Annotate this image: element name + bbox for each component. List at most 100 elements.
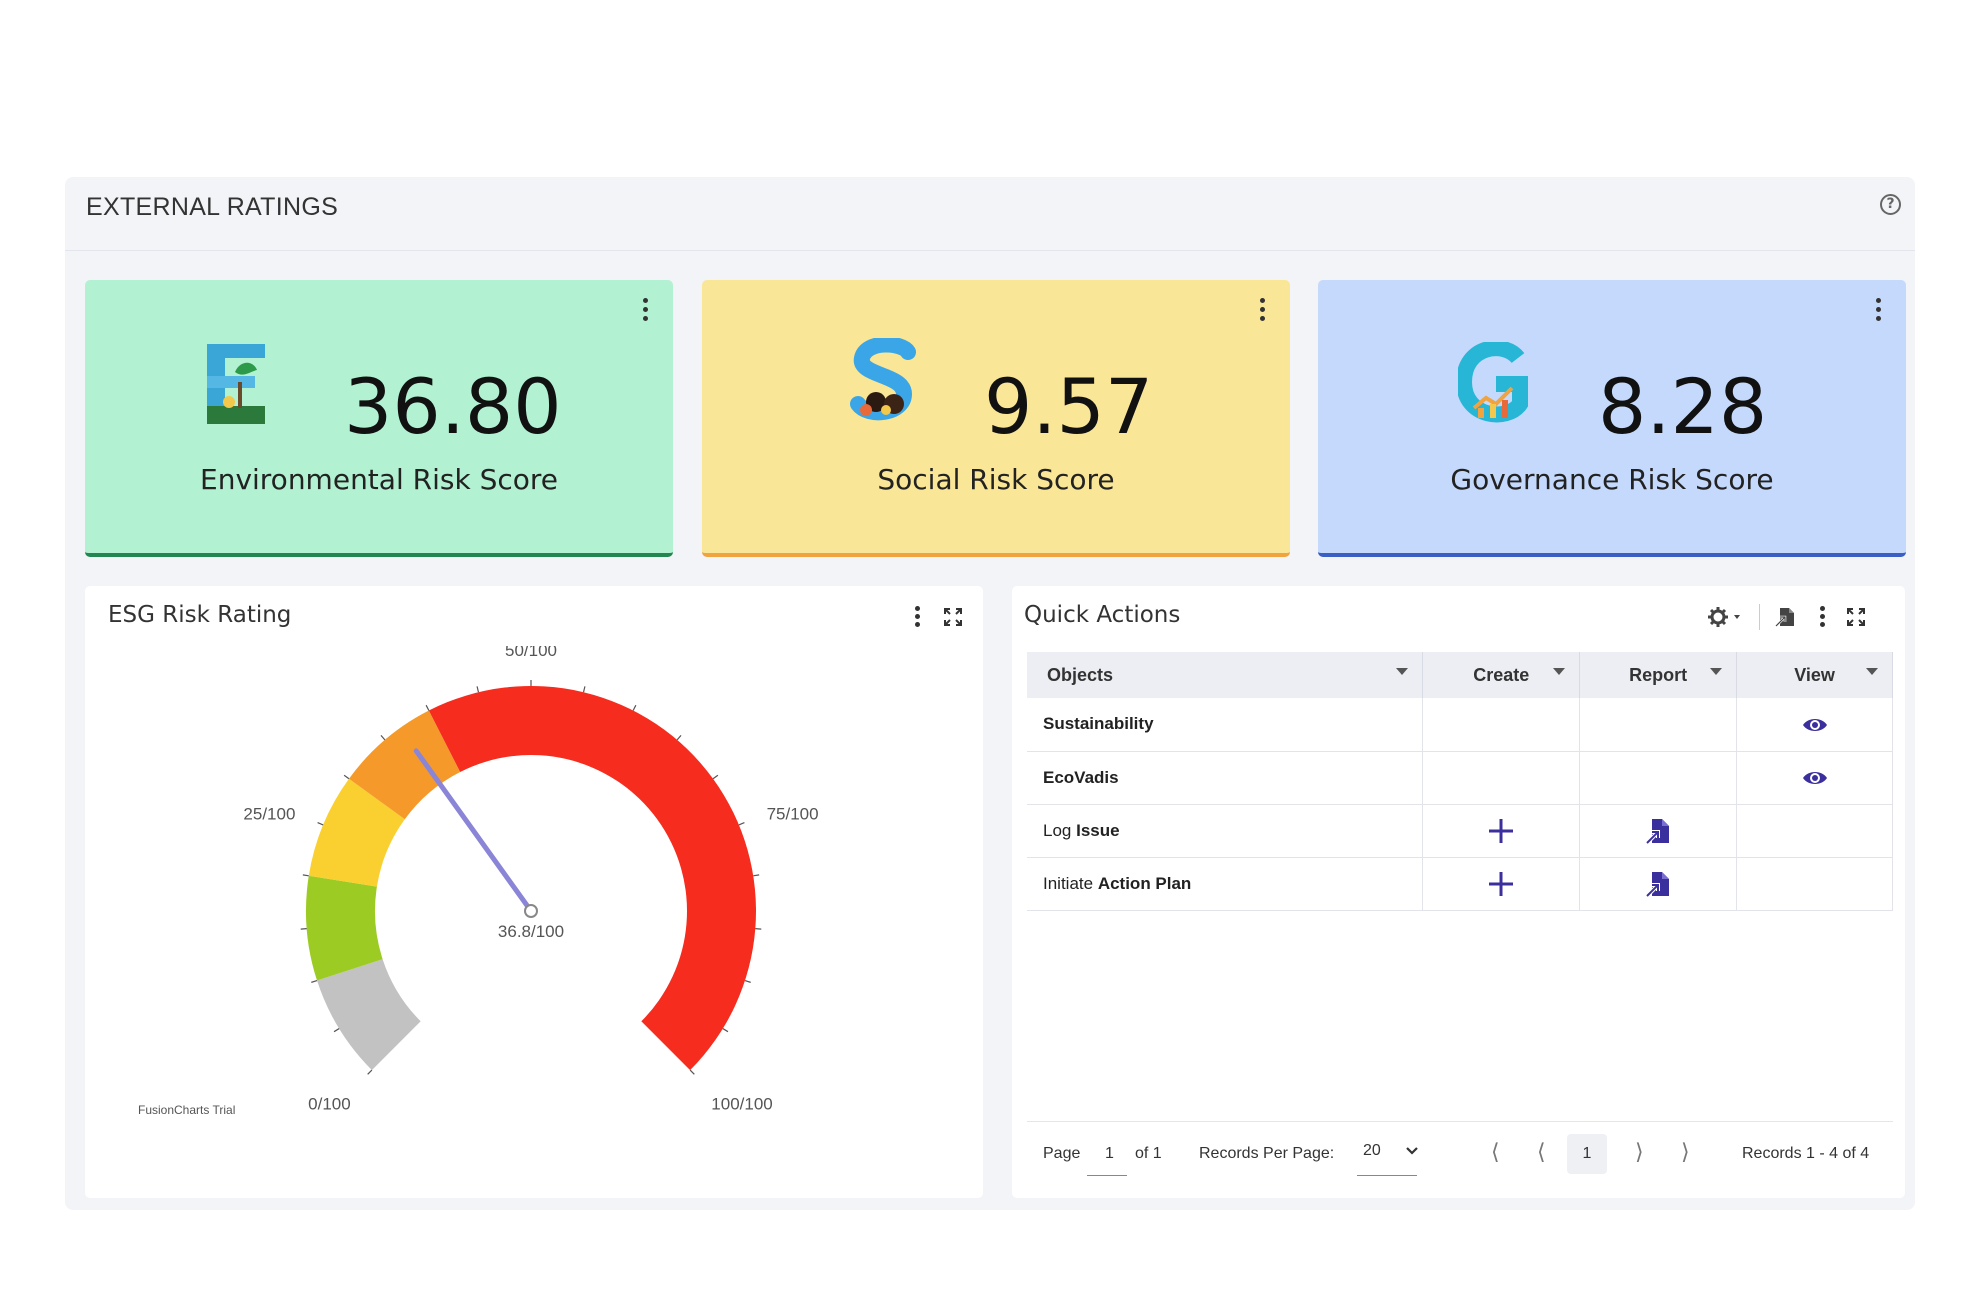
widget-menu-icon[interactable]	[1820, 606, 1826, 628]
object-name: Sustainability	[1043, 714, 1154, 734]
gauge-tick-label: 25/100	[243, 804, 295, 823]
environmental-risk-label: Environmental Risk Score	[200, 463, 558, 496]
chevron-down-icon[interactable]	[1405, 1146, 1419, 1156]
object-name: EcoVadis	[1043, 767, 1119, 787]
object-name-prefix: Initiate	[1043, 873, 1098, 893]
object-name-cell[interactable]: Log Issue	[1027, 804, 1424, 858]
gear-dropdown-icon[interactable]	[1707, 605, 1747, 629]
governance-risk-value: 8.28	[1598, 362, 1768, 451]
widget-title: Quick Actions	[1024, 602, 1181, 628]
governance-risk-card: 8.28 Governance Risk Score	[1318, 280, 1906, 557]
object-name-cell[interactable]: Sustainability	[1027, 698, 1424, 752]
records-summary: Records 1 - 4 of 4	[1742, 1145, 1870, 1162]
table-row: Log Issue	[1027, 804, 1893, 858]
gauge-tick	[380, 734, 386, 741]
gauge-band-4	[428, 686, 756, 1071]
gauge-tick	[425, 704, 430, 711]
panel-title: EXTERNAL RATINGS	[86, 193, 339, 221]
gauge-tick	[476, 686, 480, 693]
sort-caret-icon	[1710, 668, 1723, 675]
column-header-report[interactable]: Report	[1579, 652, 1738, 698]
object-name-prefix: Log	[1043, 820, 1077, 840]
view-eye-cell	[1736, 698, 1893, 752]
column-header-view[interactable]: View	[1736, 652, 1893, 698]
gauge-pivot	[524, 904, 538, 918]
create-plus-cell	[1422, 751, 1581, 805]
previous-page-icon[interactable]: ⟨	[1537, 1140, 1546, 1165]
records-per-page-label: Records Per Page:	[1199, 1145, 1335, 1162]
environmental-risk-value: 36.80	[344, 362, 562, 451]
current-page-button[interactable]: 1	[1567, 1134, 1607, 1174]
gauge-tick	[582, 686, 586, 693]
first-page-icon[interactable]: ⟨	[1491, 1140, 1500, 1165]
records-per-page-select[interactable]: 20	[1363, 1142, 1381, 1159]
view-eye-icon[interactable]	[1801, 767, 1829, 786]
gauge-tick	[367, 1069, 373, 1075]
gauge-tick	[753, 874, 760, 877]
panel-header: EXTERNAL RATINGS ?	[65, 177, 1915, 251]
select-underline	[1357, 1175, 1417, 1176]
gauge-band-3	[348, 710, 461, 820]
gauge-tick-label: 75/100	[767, 804, 819, 823]
view-eye-cell	[1736, 857, 1893, 911]
gauge-tick	[676, 734, 682, 741]
report-icon[interactable]	[1645, 818, 1671, 844]
gauge-tick	[722, 1028, 729, 1033]
environmental-risk-card: 36.80 Environmental Risk Score	[85, 280, 673, 557]
report-icon[interactable]	[1645, 871, 1671, 897]
social-risk-card: 9.57 Social Risk Score	[702, 280, 1290, 557]
expand-icon[interactable]	[943, 607, 963, 627]
toolbar-divider	[1759, 604, 1760, 630]
report-cell	[1579, 804, 1738, 858]
table-row: Sustainability	[1027, 698, 1893, 752]
column-header-objects[interactable]: Objects	[1027, 652, 1424, 698]
widget-menu-icon[interactable]	[915, 606, 921, 628]
fusioncharts-credit: FusionCharts Trial	[138, 1103, 236, 1117]
gauge-tick	[744, 979, 751, 983]
page-label: Page	[1043, 1145, 1081, 1162]
create-plus-cell	[1422, 698, 1581, 752]
report-cell	[1579, 698, 1738, 752]
create-plus-cell	[1422, 857, 1581, 911]
esg-risk-rating-widget: ESG Risk Rating 0/100 25/100 50/100 75/100 1…	[85, 586, 983, 1198]
object-name-cell[interactable]: Initiate Action Plan	[1027, 857, 1424, 911]
export-report-icon[interactable]	[1774, 606, 1796, 628]
gauge-needle	[413, 748, 534, 914]
card-menu-icon[interactable]	[1260, 298, 1266, 322]
quick-actions-table: Objects Create Report View Sustainabilit…	[1027, 652, 1893, 911]
create-plus-icon[interactable]	[1486, 871, 1516, 896]
widget-title: ESG Risk Rating	[108, 602, 292, 628]
page-total-label: of 1	[1135, 1145, 1162, 1162]
gauge-band-2	[308, 778, 405, 887]
gauge-band-1	[306, 875, 383, 981]
help-circle-icon[interactable]: ?	[1880, 194, 1901, 215]
view-eye-cell	[1736, 804, 1893, 858]
card-menu-icon[interactable]	[1876, 298, 1882, 322]
column-header-create[interactable]: Create	[1422, 652, 1581, 698]
governance-letter-icon	[1458, 342, 1528, 423]
card-menu-icon[interactable]	[643, 298, 649, 322]
last-page-icon[interactable]: ⟩	[1681, 1140, 1690, 1165]
governance-risk-label: Governance Risk Score	[1450, 463, 1774, 496]
gauge-tick	[343, 774, 350, 780]
esg-gauge-chart: 0/100 25/100 50/100 75/100 100/100 36.8/100	[243, 646, 819, 1113]
sort-caret-icon	[1396, 668, 1409, 675]
gauge-value-label: 36.8/100	[498, 922, 564, 941]
table-row: Initiate Action Plan	[1027, 857, 1893, 911]
create-plus-icon[interactable]	[1486, 818, 1516, 843]
gauge-tick	[632, 704, 637, 711]
sort-caret-icon	[1866, 668, 1878, 675]
object-name: Issue	[1076, 820, 1120, 840]
gauge-tick	[333, 1028, 340, 1033]
social-risk-value: 9.57	[984, 362, 1154, 451]
object-name-cell[interactable]: EcoVadis	[1027, 751, 1424, 805]
environmental-letter-icon	[207, 344, 265, 424]
page-input-underline	[1087, 1175, 1127, 1176]
expand-icon[interactable]	[1846, 607, 1866, 627]
next-page-icon[interactable]: ⟩	[1635, 1140, 1644, 1165]
sort-caret-icon	[1553, 668, 1566, 675]
page-number-input[interactable]: 1	[1105, 1145, 1114, 1162]
object-name: Action Plan	[1097, 873, 1192, 893]
view-eye-icon[interactable]	[1801, 714, 1829, 733]
gauge-tick	[738, 822, 745, 826]
